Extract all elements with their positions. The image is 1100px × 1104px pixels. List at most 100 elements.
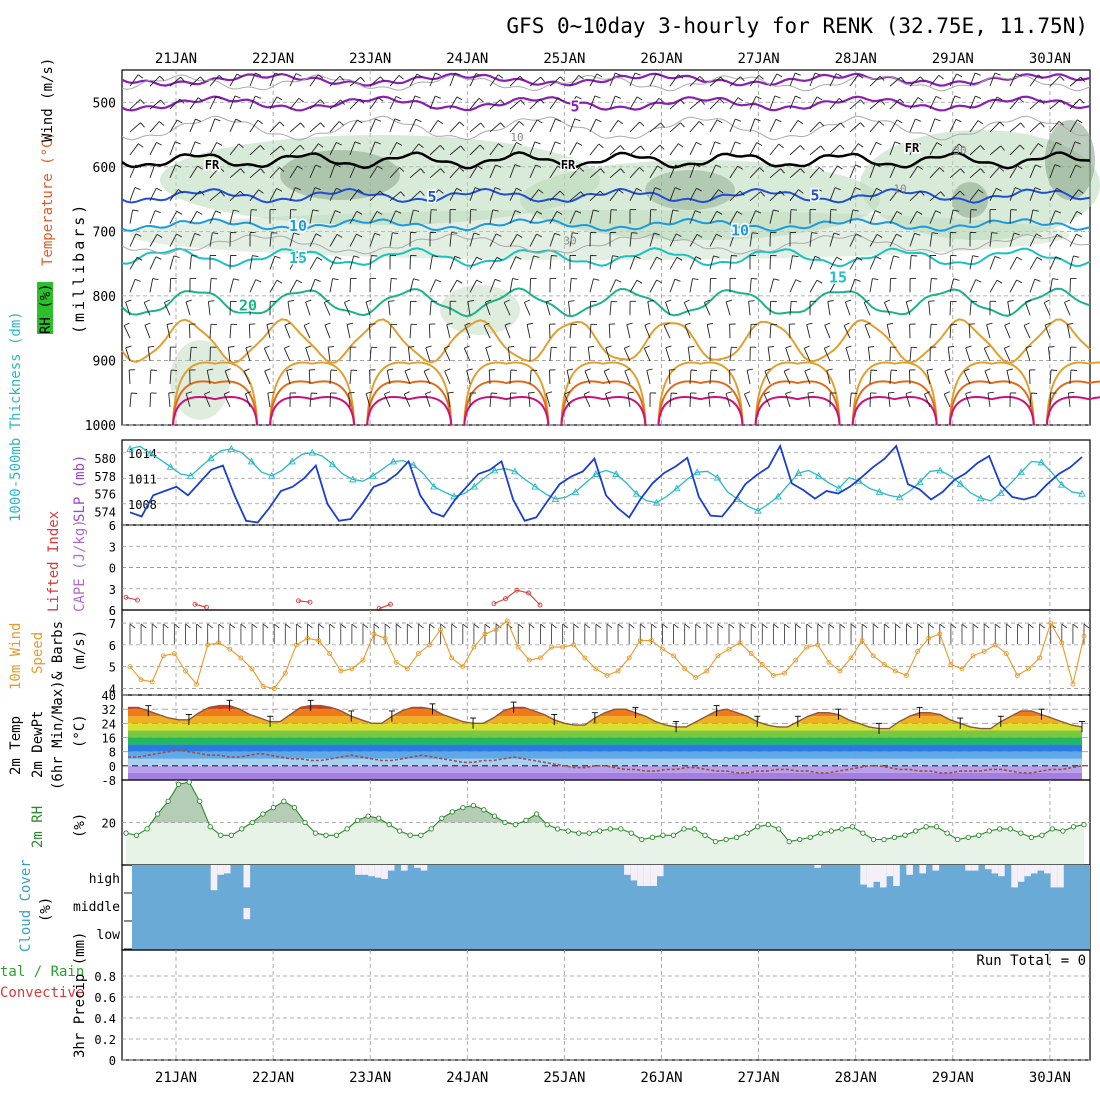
wind-barb <box>324 303 330 316</box>
wind-barb <box>390 278 391 292</box>
wind-barb-flag <box>315 279 321 281</box>
wind-barb-flag <box>445 369 451 371</box>
rh-point <box>787 839 791 843</box>
wind-barb <box>948 347 950 361</box>
wind-barb-flag <box>148 346 154 347</box>
wind-barb <box>145 325 150 338</box>
wind-barb <box>429 324 430 338</box>
rh-point <box>903 833 907 837</box>
wind-barb-flag <box>217 143 222 146</box>
wind-barb-flag <box>1065 300 1071 302</box>
rh-point <box>987 829 991 833</box>
wind-barb-flag <box>596 119 601 122</box>
wind-barb-flag <box>333 279 339 280</box>
surface-wind-barb-flag <box>873 624 878 628</box>
wind-barb-flag <box>997 280 1002 283</box>
wind-barb-flag <box>424 369 429 372</box>
wind-barb <box>430 301 431 315</box>
lifted-index-labels: Lifted Index CAPE (J/kg) <box>46 511 88 612</box>
rh-point <box>208 825 212 829</box>
wind-barb <box>190 256 191 270</box>
surface-isotherm-arc <box>756 397 840 425</box>
wind-barb-flag <box>726 392 732 394</box>
wind-barb-flag <box>436 280 442 282</box>
wind-barb <box>590 324 591 338</box>
wind-barb-flag <box>606 392 612 394</box>
wind-barb <box>790 280 796 293</box>
rh-point <box>261 812 265 816</box>
wind-barb-flag <box>156 142 161 145</box>
wind-barb-flag <box>976 280 982 283</box>
high-cloud-gap <box>644 865 651 886</box>
wind-barb <box>570 324 571 338</box>
wind-barb-flag <box>615 73 621 75</box>
wind-barb-flag <box>551 256 557 257</box>
wind-barb-flag <box>837 257 842 260</box>
surface-wind-barb-flag <box>407 624 412 628</box>
wind-barb <box>306 348 310 361</box>
rh-point <box>619 827 623 831</box>
rh-point <box>892 835 896 839</box>
rh-point <box>566 829 570 833</box>
wind-barb <box>890 278 891 292</box>
surface-wind-barb-flag <box>552 624 557 628</box>
high-cloud-gap <box>893 865 900 886</box>
isotherm-label: FR <box>905 141 920 155</box>
wind-barb-flag <box>784 369 789 372</box>
wind-barb-flag <box>939 75 944 79</box>
wind-barb <box>445 371 450 384</box>
wind-barb-flag <box>786 392 792 394</box>
wind-barb-flag <box>320 100 324 105</box>
wind-barb-flag <box>675 279 681 281</box>
high-cloud-gap <box>867 865 874 887</box>
wind-barb-flag <box>277 280 282 283</box>
thickness-tick-label: 576 <box>94 488 116 502</box>
temperature-label: Temperature (°C) <box>40 131 56 266</box>
wind-barb <box>627 325 630 339</box>
wind-barb-flag <box>637 280 642 283</box>
wind-barb <box>909 370 910 384</box>
wind-barb <box>690 100 701 109</box>
wind-barb-flag <box>744 392 750 394</box>
wind-barb <box>1026 348 1030 361</box>
wind-barb-flag <box>537 120 542 123</box>
wind-barb <box>990 73 995 86</box>
surface-wind-barb-flag <box>629 624 634 628</box>
surface-wind-barb-flag <box>363 624 368 628</box>
wind-barb-flag <box>457 280 462 283</box>
surface-wind-barb-flag <box>163 624 168 628</box>
wind-barb <box>870 279 872 293</box>
surface-wind-barb-flag <box>540 624 545 628</box>
wind-barb-flag <box>438 120 443 123</box>
wind-barb-flag <box>426 392 432 394</box>
wind-barb-flag <box>681 123 685 127</box>
wind-barb-flag <box>588 346 594 347</box>
wind-barb-flag <box>481 123 485 128</box>
wind-barb <box>1030 123 1040 132</box>
wind-tick-label: 6 <box>109 639 116 653</box>
wind-barb-flag <box>211 278 217 279</box>
high-cloud-gap <box>368 865 375 876</box>
high-cloud-gap <box>1057 865 1064 887</box>
wind-barb <box>470 123 481 132</box>
surface-wind-barb-flag <box>330 624 335 628</box>
surface-wind-barb-flag <box>762 624 767 628</box>
wind-barb-flag <box>325 323 331 325</box>
wind-barb <box>130 279 135 292</box>
wind-barb <box>310 257 317 269</box>
slp-tick-label: 1011 <box>128 472 157 486</box>
rh-point <box>629 831 633 835</box>
wind-barb-flag <box>304 323 309 326</box>
wind-barb-flag <box>571 278 577 279</box>
wind-barb <box>384 394 390 407</box>
rh-point <box>998 827 1002 831</box>
wind-barb <box>390 324 391 338</box>
surface-wind-barb-flag <box>640 624 645 628</box>
isotherm-label: 15 <box>829 269 847 287</box>
wind-barb <box>966 394 970 407</box>
rh-point <box>861 831 865 835</box>
wind-barb <box>288 301 290 315</box>
surface-wind-barb-flag <box>208 624 213 628</box>
wind-barb <box>666 348 670 361</box>
